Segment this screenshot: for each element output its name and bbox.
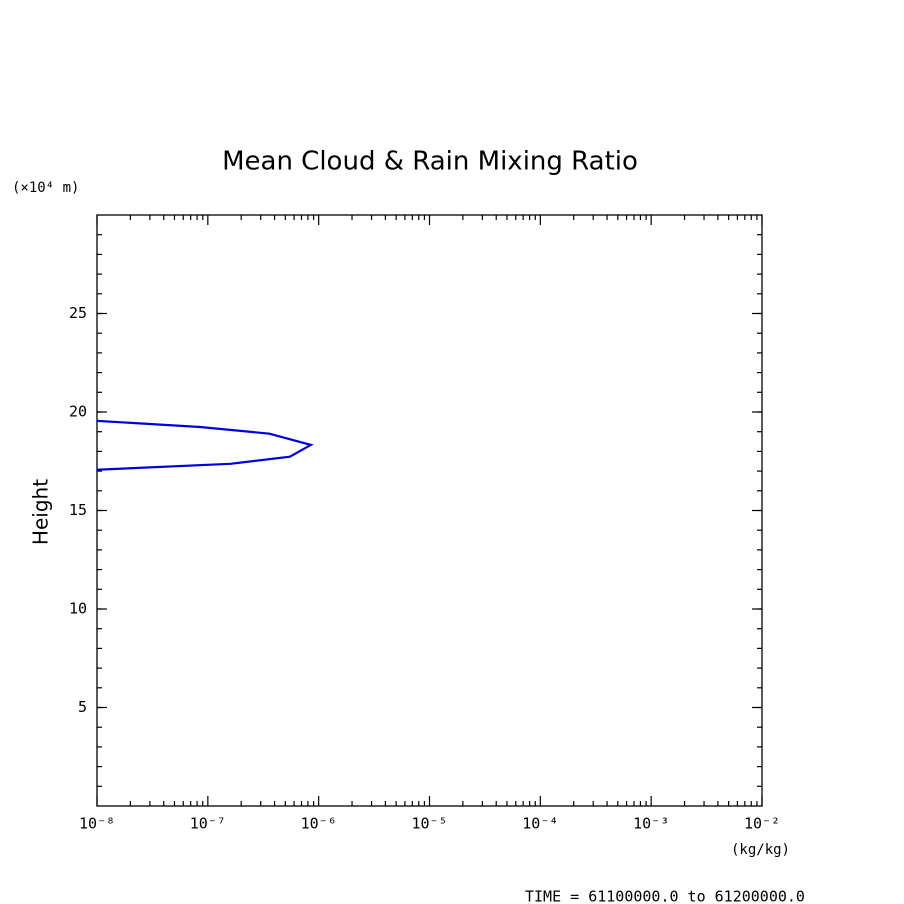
data-line	[96, 419, 314, 471]
y-tick-label: 20	[69, 403, 87, 421]
x-axis-label: (kg/kg)	[731, 842, 790, 858]
y-tick-label: 15	[69, 501, 87, 519]
x-tick-label: 10⁻⁵	[411, 815, 447, 833]
x-tick-label: 10⁻⁴	[522, 815, 558, 833]
x-tick-label: 10⁻⁸	[79, 815, 115, 833]
y-tick-label: 25	[69, 304, 87, 322]
y-tick-label: 10	[69, 600, 87, 618]
annotation: TIME = 61100000.0 to 61200000.0	[525, 888, 805, 904]
x-tick-label: 10⁻⁷	[190, 815, 226, 833]
plot-frame	[96, 214, 763, 807]
y-axis-label: Height	[29, 479, 53, 545]
y-unit: (×10⁴ m)	[12, 180, 79, 196]
x-tick-label: 10⁻⁶	[301, 815, 337, 833]
x-tick-label: 10⁻³	[633, 815, 669, 833]
x-tick-label: 10⁻²	[744, 815, 780, 833]
chart-title: Mean Cloud & Rain Mixing Ratio	[222, 147, 638, 177]
y-tick-label: 5	[78, 698, 87, 716]
